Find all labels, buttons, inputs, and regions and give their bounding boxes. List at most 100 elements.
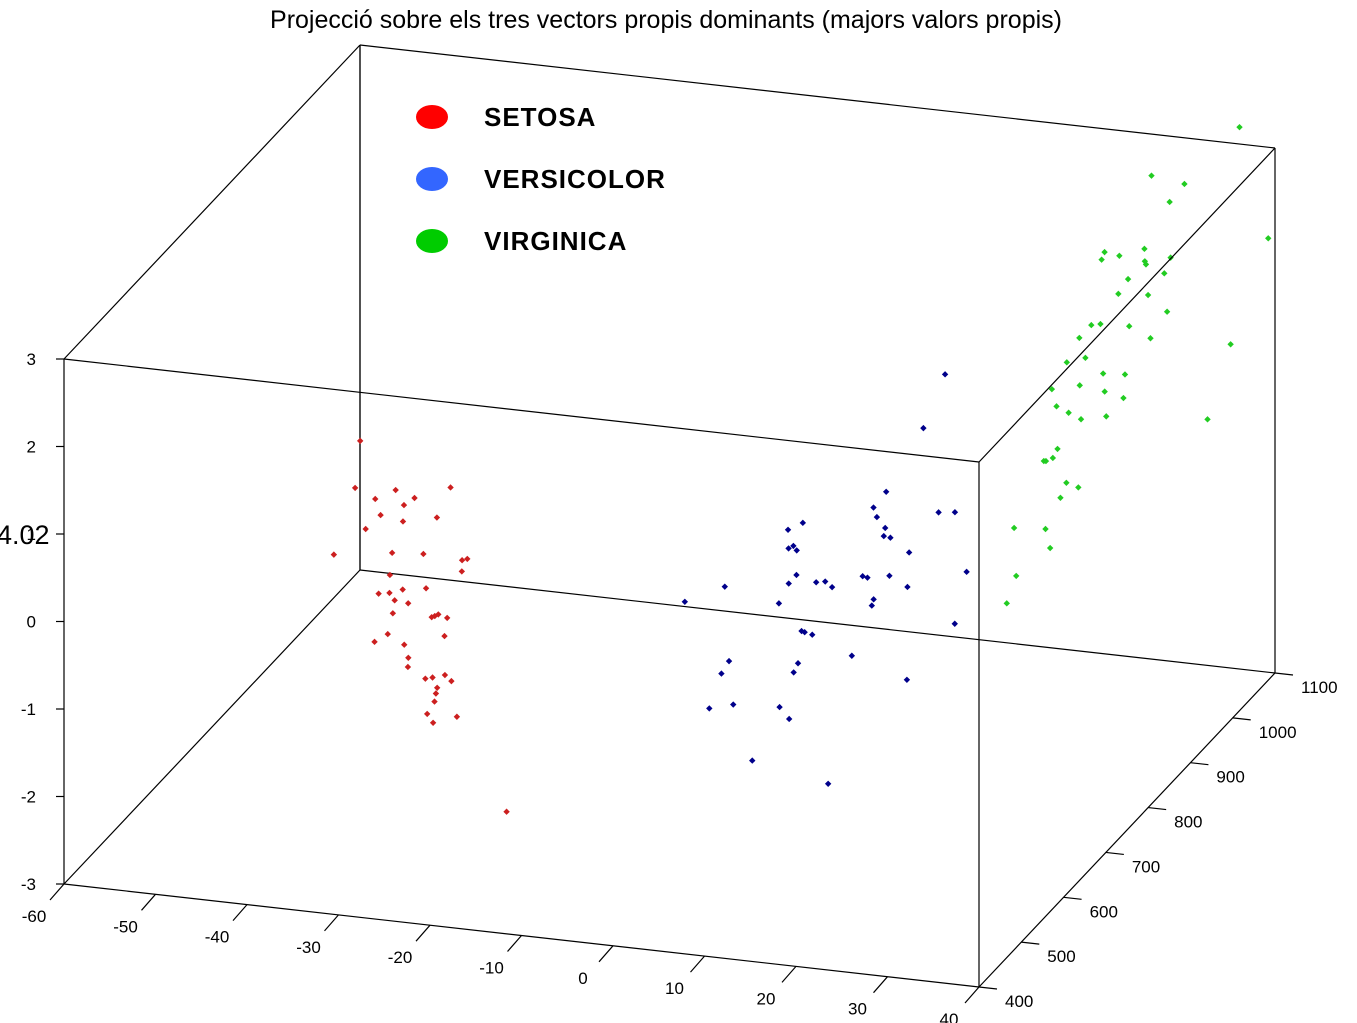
legend-marker xyxy=(416,229,448,253)
data-point xyxy=(375,590,382,597)
data-point xyxy=(458,568,466,575)
data-point xyxy=(749,757,756,764)
data-point xyxy=(389,610,397,617)
data-point xyxy=(887,534,894,541)
x-tick xyxy=(598,945,614,963)
data-point xyxy=(432,690,440,697)
data-point xyxy=(1010,524,1018,532)
data-point xyxy=(790,669,797,676)
x-tick xyxy=(232,904,248,921)
data-point xyxy=(864,574,871,581)
data-point xyxy=(775,600,783,607)
data-point xyxy=(785,580,792,587)
data-point xyxy=(1124,275,1132,283)
legend-marker xyxy=(416,167,448,191)
data-point xyxy=(873,513,881,521)
stray-value-label: 4.02 xyxy=(0,520,50,550)
y-tick-label: 700 xyxy=(1132,857,1160,876)
data-point xyxy=(422,585,430,592)
z-tick-label: 1 xyxy=(27,525,36,544)
x-tick-label: -50 xyxy=(113,917,138,936)
y-tick xyxy=(1063,896,1082,900)
data-point xyxy=(356,437,364,445)
y-tick xyxy=(978,986,998,990)
data-point xyxy=(1082,354,1089,362)
box-edge xyxy=(63,569,361,885)
data-point xyxy=(868,602,876,609)
data-point xyxy=(441,632,448,640)
data-point xyxy=(1167,254,1174,261)
data-point xyxy=(1101,248,1108,256)
data-point xyxy=(1053,403,1060,410)
y-tick-label: 1000 xyxy=(1259,723,1297,742)
data-point xyxy=(401,641,408,648)
data-point xyxy=(386,589,393,597)
y-tick-label: 800 xyxy=(1174,813,1202,832)
data-point xyxy=(1144,291,1152,299)
data-point xyxy=(420,550,427,558)
data-point xyxy=(718,670,725,677)
data-point xyxy=(1088,321,1095,329)
data-point xyxy=(725,657,733,665)
x-tick-label: -30 xyxy=(296,938,321,957)
legend-marker xyxy=(416,105,448,129)
data-point xyxy=(1048,385,1056,393)
data-point xyxy=(433,514,441,521)
x-tick-label: 40 xyxy=(940,1010,959,1023)
y-tick-label: 400 xyxy=(1005,992,1033,1011)
data-point xyxy=(404,600,412,607)
data-point xyxy=(1075,484,1082,491)
data-point xyxy=(824,780,832,787)
data-point xyxy=(330,551,338,558)
legend: SETOSA VERSICOLOR VIRGINICA xyxy=(416,102,666,256)
data-point xyxy=(400,501,408,509)
data-point xyxy=(1049,454,1057,462)
legend-label: VERSICOLOR xyxy=(484,164,666,194)
data-point xyxy=(411,494,418,502)
data-point xyxy=(1098,256,1105,263)
data-point xyxy=(904,583,911,591)
x-tick xyxy=(507,935,522,952)
x-tick-label: -20 xyxy=(388,948,413,967)
data-point xyxy=(1115,290,1122,298)
data-point xyxy=(1013,572,1020,580)
y-tick-label: 1100 xyxy=(1301,678,1338,697)
data-point xyxy=(431,698,438,705)
x-tick xyxy=(49,883,65,901)
data-point xyxy=(941,371,949,378)
series-setosa xyxy=(330,437,510,815)
y-tick xyxy=(1021,941,1040,945)
data-point xyxy=(1077,416,1085,423)
data-point xyxy=(1103,413,1110,420)
data-point xyxy=(448,677,455,685)
data-point xyxy=(706,705,713,712)
data-point xyxy=(822,578,829,585)
data-point xyxy=(730,701,737,708)
data-point xyxy=(1166,198,1173,206)
data-point xyxy=(812,579,820,586)
x-tick-label: -40 xyxy=(205,928,230,947)
data-point xyxy=(809,631,816,638)
data-point xyxy=(441,671,449,679)
data-point xyxy=(880,532,887,540)
data-point xyxy=(859,573,866,580)
data-point xyxy=(1227,341,1234,348)
data-point xyxy=(1141,258,1149,265)
x-tick xyxy=(781,966,797,983)
box-edge xyxy=(63,358,980,463)
data-point xyxy=(1042,525,1049,533)
data-point xyxy=(951,509,959,516)
axis-ticks: -3-2-10123-60-50-40-30-20-10010203040400… xyxy=(21,350,1338,1023)
data-point xyxy=(399,586,406,593)
data-point xyxy=(1003,600,1010,607)
data-point xyxy=(681,598,689,605)
data-point xyxy=(362,525,369,533)
data-point xyxy=(392,486,399,494)
data-point xyxy=(503,808,510,815)
data-point xyxy=(1046,544,1054,552)
data-point xyxy=(785,715,793,723)
data-point xyxy=(371,638,378,646)
box-edge xyxy=(63,44,361,360)
data-point xyxy=(404,663,412,671)
data-point xyxy=(935,509,942,516)
